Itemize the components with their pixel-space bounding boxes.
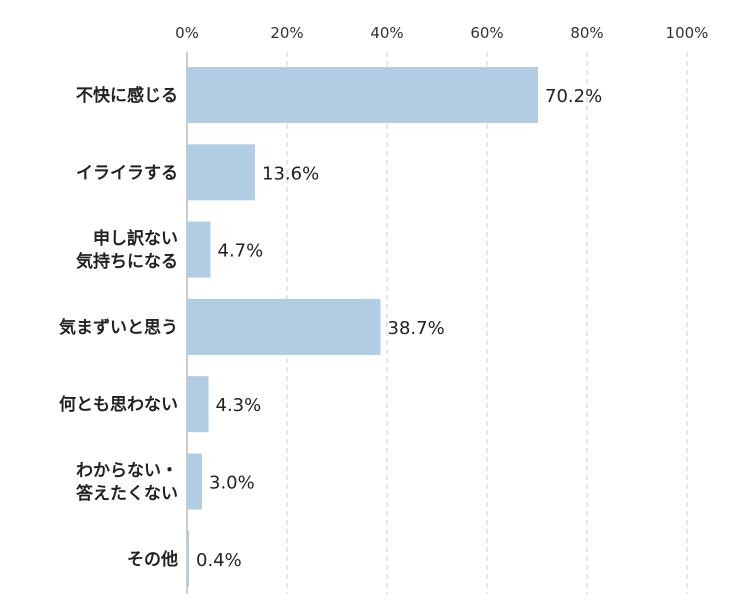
bar-0 (187, 67, 538, 123)
category-label-6: その他 (127, 549, 178, 570)
value-label-1: 13.6% (262, 163, 319, 184)
gridlines (286, 52, 688, 594)
category-labels: 不快に感じるイライラする申し訳ない気持ちになる気まずいと思う何とも思わないわから… (58, 85, 178, 570)
value-label-3: 38.7% (388, 318, 445, 339)
bar-3 (187, 298, 381, 355)
category-label-5-line-0: わからない・ (76, 461, 178, 481)
bar-2 (187, 221, 211, 278)
x-axis-ticks: 0% 20% 40% 60% 80% 100% (175, 24, 708, 42)
bar-4 (187, 376, 209, 433)
category-label-0: 不快に感じる (76, 85, 178, 106)
category-label-2-line-0: 申し訳ない (93, 228, 178, 249)
x-tick-label-80: 80% (570, 24, 603, 42)
category-label-4: 何とも思わない (59, 394, 178, 415)
value-label-2: 4.7% (218, 241, 264, 262)
x-tick-label-100: 100% (666, 24, 709, 42)
category-label-1: イライラする (76, 163, 178, 183)
x-tick-label-0: 0% (175, 24, 199, 42)
bar-1 (187, 144, 255, 201)
bars (187, 67, 538, 587)
value-label-4: 4.3% (216, 395, 262, 416)
bar-6 (187, 530, 189, 587)
x-tick-label-40: 40% (370, 24, 403, 42)
value-label-5: 3.0% (209, 473, 255, 494)
bar-5 (187, 453, 202, 510)
x-tick-label-60: 60% (470, 24, 503, 42)
category-label-3: 気まずいと思う (58, 317, 178, 338)
value-label-0: 70.2% (545, 86, 602, 107)
value-labels: 70.2% 13.6% 4.7% 38.7% 4.3% 3.0% 0.4% (196, 86, 602, 571)
value-label-6: 0.4% (196, 550, 242, 571)
x-tick-label-20: 20% (270, 24, 303, 42)
category-label-5-line-1: 答えたくない (76, 483, 178, 504)
category-label-2-line-1: 気持ちになる (75, 251, 178, 272)
